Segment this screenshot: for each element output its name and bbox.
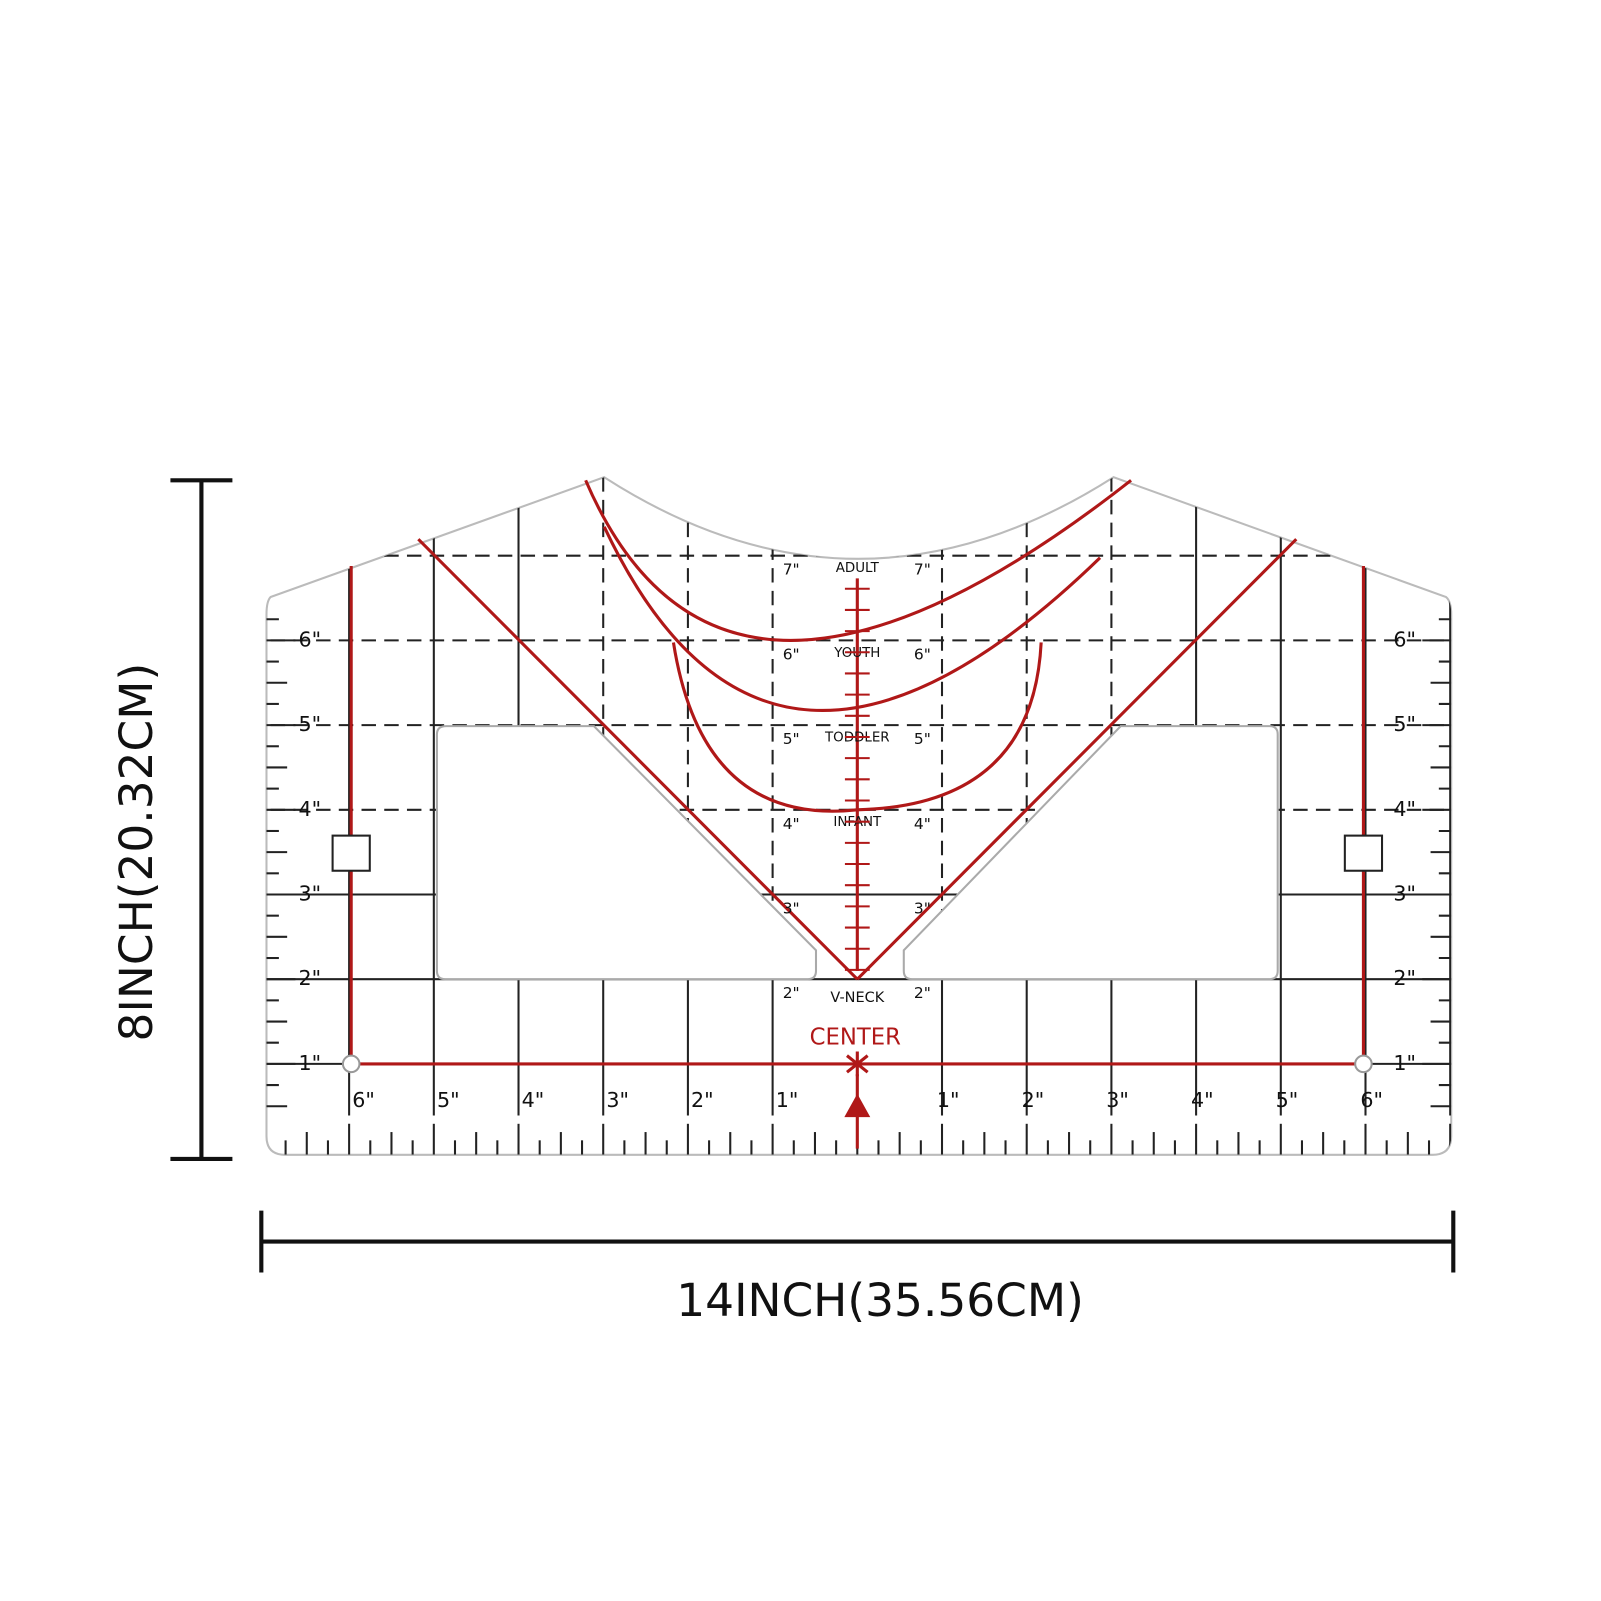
inch-label: 2"	[1022, 1088, 1045, 1112]
inch-label: 2"	[783, 984, 800, 1002]
inch-label: 5"	[299, 712, 322, 736]
inch-label: 6"	[914, 645, 931, 663]
inch-label: 5"	[783, 730, 800, 748]
v-neck-label: V-NECK	[830, 990, 884, 1006]
inch-label: 6"	[352, 1088, 375, 1112]
inch-label: 2"	[691, 1088, 714, 1112]
inch-label: 5"	[1393, 712, 1416, 736]
inch-label: 4"	[522, 1088, 545, 1112]
inch-label: 7"	[783, 561, 800, 579]
inch-label: 2"	[1393, 966, 1416, 990]
inch-label: 3"	[1393, 881, 1416, 905]
inch-label: 2"	[299, 966, 322, 990]
inch-label: 1"	[937, 1088, 960, 1112]
inch-label: 2"	[914, 984, 931, 1002]
inch-label: 1"	[299, 1051, 322, 1075]
inch-label: 4"	[783, 815, 800, 833]
inch-label: 6"	[1393, 627, 1416, 651]
inch-label: 3"	[914, 899, 931, 917]
inch-label: 5"	[914, 730, 931, 748]
hole	[1354, 1054, 1373, 1074]
inch-label: 3"	[299, 881, 322, 905]
center-label: CENTER	[810, 1025, 901, 1051]
inch-label: 5"	[437, 1088, 460, 1112]
inch-label: 4"	[299, 797, 322, 821]
shirt-icon	[331, 834, 371, 872]
inch-label: 4"	[1191, 1088, 1214, 1112]
inch-label: 6"	[1360, 1088, 1383, 1112]
dimension-lines	[170, 478, 1456, 1273]
inch-label: 4"	[1393, 797, 1416, 821]
window-left	[435, 725, 818, 981]
inch-label: 4"	[914, 815, 931, 833]
inch-label: 6"	[299, 627, 322, 651]
inch-label: 7"	[914, 561, 931, 579]
inch-label: 3"	[606, 1088, 629, 1112]
window-right	[902, 725, 1279, 981]
size-label: ADULT	[836, 561, 880, 576]
inch-label: 3"	[783, 899, 800, 917]
width-label: 14INCH(35.56CM)	[676, 1274, 1084, 1327]
inch-label: 6"	[783, 645, 800, 663]
inch-label: 3"	[1106, 1088, 1129, 1112]
inch-label: 1"	[1393, 1051, 1416, 1075]
inch-label: 5"	[1276, 1088, 1299, 1112]
inch-label: 1"	[776, 1088, 799, 1112]
height-label: 8INCH(20.32CM)	[110, 663, 163, 1042]
shirt-icon	[1343, 834, 1384, 872]
hole	[341, 1054, 361, 1074]
red-guides	[349, 479, 1365, 1149]
